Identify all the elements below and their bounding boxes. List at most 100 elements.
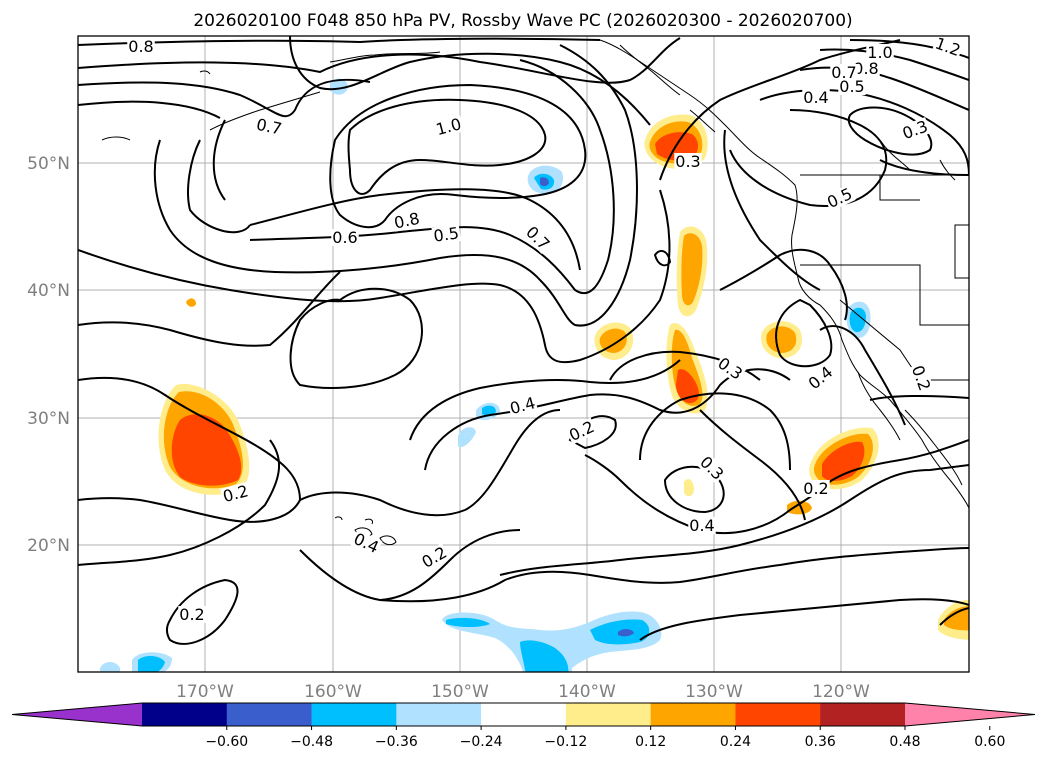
contour-line (659, 39, 901, 181)
colorbar-segment (820, 703, 906, 726)
contour-line (939, 607, 969, 626)
contour-label-backing (802, 480, 830, 497)
contour-label-backing (433, 114, 465, 139)
contour-label-backing (696, 452, 728, 484)
colorbar-segment (226, 703, 313, 726)
island (689, 109, 716, 133)
lon-label-130w: 130°W (685, 682, 743, 702)
contour-label-backing (852, 60, 880, 77)
island (209, 91, 321, 131)
contour-label-backing (507, 393, 539, 418)
contour-label-backing (127, 38, 155, 55)
border-line (800, 264, 969, 326)
anomaly-patch (599, 328, 627, 353)
contour-line (166, 578, 239, 645)
colorbar-tick-label: 0.60 (974, 734, 1005, 750)
anomaly-patch (766, 326, 797, 353)
contour-line (212, 119, 226, 201)
colorbar-segment (735, 703, 821, 726)
contour-label: 0.5 (432, 223, 460, 245)
contour-label-backing (350, 529, 383, 557)
coastlines (599, 39, 969, 509)
contour-label-backing (522, 222, 554, 254)
contour-label-backing (178, 606, 206, 623)
colorbar-tick-label: 0.24 (720, 734, 751, 750)
positive-anomalies (158, 114, 969, 640)
contour-line (499, 464, 969, 576)
contour-line (78, 78, 371, 118)
lon-label-140w: 140°W (558, 682, 616, 702)
contour-label-backing (830, 64, 858, 81)
colorbar-tick-label: −0.12 (544, 734, 587, 750)
contour-label-backing (908, 362, 934, 394)
contour-line (409, 359, 681, 441)
anomaly-patch (676, 369, 699, 404)
anomaly-patch (787, 500, 812, 515)
anomaly-patch (681, 233, 703, 306)
colorbar-tick-label: −0.48 (290, 734, 333, 750)
contour-label: 0.2 (803, 479, 828, 498)
anomaly-patch (944, 606, 969, 631)
colorbar-segment (142, 703, 228, 726)
lat-label-40n: 40°N (27, 281, 70, 301)
contour-line (729, 109, 888, 207)
contour-label: 0.5 (839, 77, 864, 96)
contour-line (653, 249, 672, 267)
lon-label-120w: 120°W (812, 682, 870, 702)
map-border (77, 35, 970, 673)
contour-label-backing (714, 353, 747, 384)
contour-line (584, 439, 969, 534)
colorbar-tick-label: 0.48 (889, 734, 920, 750)
colorbar-segment (481, 703, 567, 726)
pv-contours (78, 36, 969, 645)
island (199, 70, 211, 75)
contour-label-backing (253, 115, 285, 138)
anomaly-patch (186, 298, 196, 307)
contour-label-backing (899, 117, 931, 143)
contour-line (347, 98, 547, 195)
anomaly-patch (540, 177, 549, 187)
contour-line (723, 129, 821, 291)
negative-anomalies (100, 78, 871, 672)
colorbar-extend-high (905, 703, 1035, 726)
colorbar-tick-label: −0.60 (205, 734, 248, 750)
anomaly-patch (849, 307, 866, 333)
contour-label-backing (565, 417, 598, 445)
colorbar-tick-label: 0.36 (805, 734, 836, 750)
contour-line (249, 188, 581, 271)
contour-line (153, 44, 638, 327)
contour-line (78, 189, 671, 364)
contour-label: 0.8 (392, 209, 421, 233)
map-background (78, 36, 969, 672)
contour-line (187, 139, 251, 234)
contour-line (847, 106, 933, 156)
colorbar-tick-label: −0.24 (460, 734, 503, 750)
contour-line (699, 409, 806, 521)
border-line (839, 299, 969, 381)
contour-label-backing (331, 229, 359, 246)
contour-label: 0.3 (675, 152, 700, 171)
lon-label-160w: 160°W (304, 682, 362, 702)
colorbar: −0.60 −0.48 −0.36 −0.24 −0.12 0.12 0.24 0.36 0.4… (11, 702, 1036, 750)
contour-label-backing (391, 209, 423, 232)
colorbar-extend-low (12, 703, 142, 726)
colorbar-tick-label: 0.12 (635, 734, 666, 750)
lat-label-30n: 30°N (27, 409, 70, 429)
contour-line (289, 36, 651, 126)
coastline (879, 139, 911, 171)
contour-label-backing (838, 78, 866, 95)
island (101, 136, 131, 141)
contour-label-backing (688, 517, 716, 534)
contour-line (249, 59, 615, 295)
coastline (904, 409, 963, 486)
contour-line (299, 409, 561, 517)
colorbar-tick-label: −0.36 (375, 734, 418, 750)
contour-line (329, 83, 587, 229)
contour-line (78, 37, 601, 46)
contour-label-backing (674, 153, 702, 170)
border-line (954, 224, 969, 279)
anomaly-patch (684, 479, 694, 497)
lat-label-20n: 20°N (27, 536, 70, 556)
contour-label: 0.8 (853, 59, 878, 78)
contour-line (663, 465, 725, 514)
